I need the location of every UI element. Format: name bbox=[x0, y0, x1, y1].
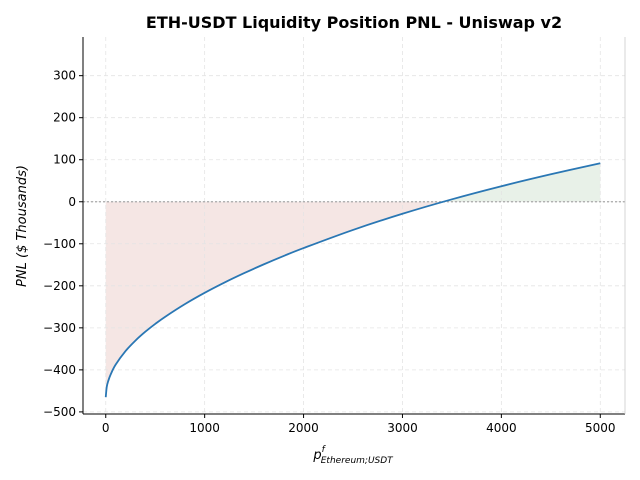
y-tick-label: 100 bbox=[53, 153, 76, 167]
x-tick-label: 5000 bbox=[585, 421, 616, 435]
x-axis-label-superscript: f bbox=[322, 445, 327, 455]
chart-title: ETH-USDT Liquidity Position PNL - Uniswa… bbox=[146, 13, 562, 32]
x-axis-label-subscript: Ethereum;USDT bbox=[321, 456, 394, 466]
y-tick-label: −200 bbox=[43, 279, 76, 293]
x-tick-label: 3000 bbox=[387, 421, 418, 435]
y-ticks: −500 −400 −300 −200 −100 0 100 200 300 bbox=[43, 69, 83, 419]
axes bbox=[82, 37, 626, 415]
x-axis-label-base: p bbox=[312, 448, 321, 463]
y-tick-label: −500 bbox=[43, 405, 76, 419]
y-tick-label: −300 bbox=[43, 321, 76, 335]
x-tick-label: 0 bbox=[102, 421, 110, 435]
x-tick-label: 1000 bbox=[189, 421, 220, 435]
x-axis-label: pf Ethereum;USDT bbox=[312, 445, 394, 466]
y-tick-label: −100 bbox=[43, 237, 76, 251]
y-tick-label: −400 bbox=[43, 363, 76, 377]
series-line-pnl bbox=[104, 162, 601, 398]
y-tick-label: 200 bbox=[53, 111, 76, 125]
fill-negative-region bbox=[105, 201, 444, 398]
fill-areas bbox=[105, 163, 601, 398]
y-axis-label: PNL ($ Thousands) bbox=[15, 165, 30, 287]
y-tick-label: 300 bbox=[53, 69, 76, 83]
x-tick-label: 2000 bbox=[288, 421, 319, 435]
y-tick-label: 0 bbox=[68, 195, 76, 209]
grid-lines bbox=[83, 37, 625, 414]
x-ticks: 0 1000 2000 3000 4000 5000 bbox=[102, 414, 616, 435]
x-tick-label: 4000 bbox=[486, 421, 517, 435]
